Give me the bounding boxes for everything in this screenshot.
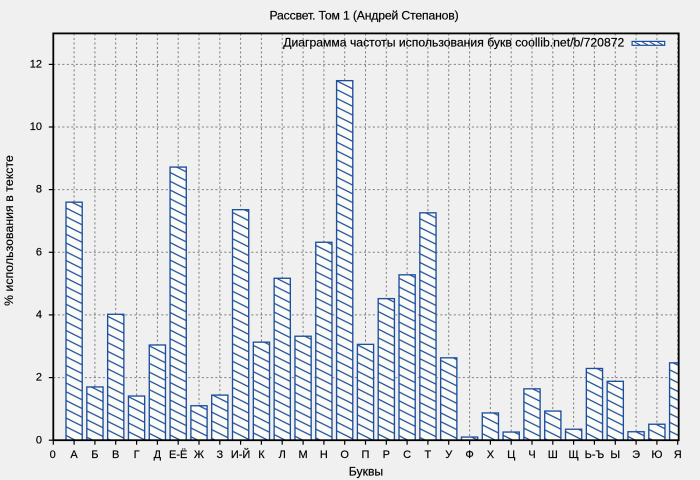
svg-text:4: 4 — [36, 309, 42, 321]
svg-text:Ф: Ф — [465, 449, 473, 461]
svg-text:0: 0 — [36, 434, 42, 446]
svg-text:К: К — [258, 449, 265, 461]
svg-text:Щ: Щ — [568, 449, 578, 461]
svg-text:Л: Л — [279, 449, 286, 461]
svg-text:И-Й: И-Й — [231, 448, 250, 461]
svg-text:Р: Р — [383, 449, 390, 461]
svg-text:Ч: Ч — [528, 449, 535, 461]
svg-text:Я: Я — [674, 449, 682, 461]
svg-text:У: У — [445, 449, 453, 461]
svg-text:Д: Д — [154, 449, 162, 461]
svg-text:12: 12 — [30, 59, 42, 71]
svg-text:0: 0 — [50, 449, 56, 461]
svg-text:Б: Б — [91, 449, 98, 461]
svg-text:С: С — [403, 449, 411, 461]
svg-text:М: М — [299, 449, 308, 461]
svg-text:10: 10 — [30, 121, 42, 133]
svg-text:6: 6 — [36, 246, 42, 258]
svg-text:В: В — [112, 449, 119, 461]
svg-text:Буквы: Буквы — [349, 465, 383, 479]
svg-text:Ь-Ъ: Ь-Ъ — [585, 449, 605, 461]
svg-text:Т: Т — [425, 449, 432, 461]
svg-text:Е-Ё: Е-Ё — [169, 449, 187, 461]
svg-text:Диаграмма частоты использовани: Диаграмма частоты использования букв coo… — [283, 35, 624, 49]
svg-text:З: З — [216, 449, 223, 461]
svg-text:% использования в тексте: % использования в тексте — [2, 155, 16, 306]
svg-text:П: П — [362, 449, 370, 461]
svg-text:2: 2 — [36, 372, 42, 384]
svg-text:О: О — [340, 449, 349, 461]
svg-text:Э: Э — [632, 449, 640, 461]
svg-text:Ю: Ю — [651, 449, 662, 461]
svg-text:Н: Н — [320, 449, 328, 461]
svg-text:Ж: Ж — [194, 449, 204, 461]
svg-text:Г: Г — [134, 449, 140, 461]
svg-text:Ц: Ц — [507, 449, 515, 461]
svg-text:Х: Х — [487, 449, 495, 461]
svg-text:Ы: Ы — [610, 449, 620, 461]
svg-text:8: 8 — [36, 184, 42, 196]
svg-text:Рассвет. Том 1 (Андрей Степано: Рассвет. Том 1 (Андрей Степанов) — [269, 8, 458, 22]
svg-text:Ш: Ш — [548, 449, 558, 461]
svg-text:А: А — [70, 449, 78, 461]
